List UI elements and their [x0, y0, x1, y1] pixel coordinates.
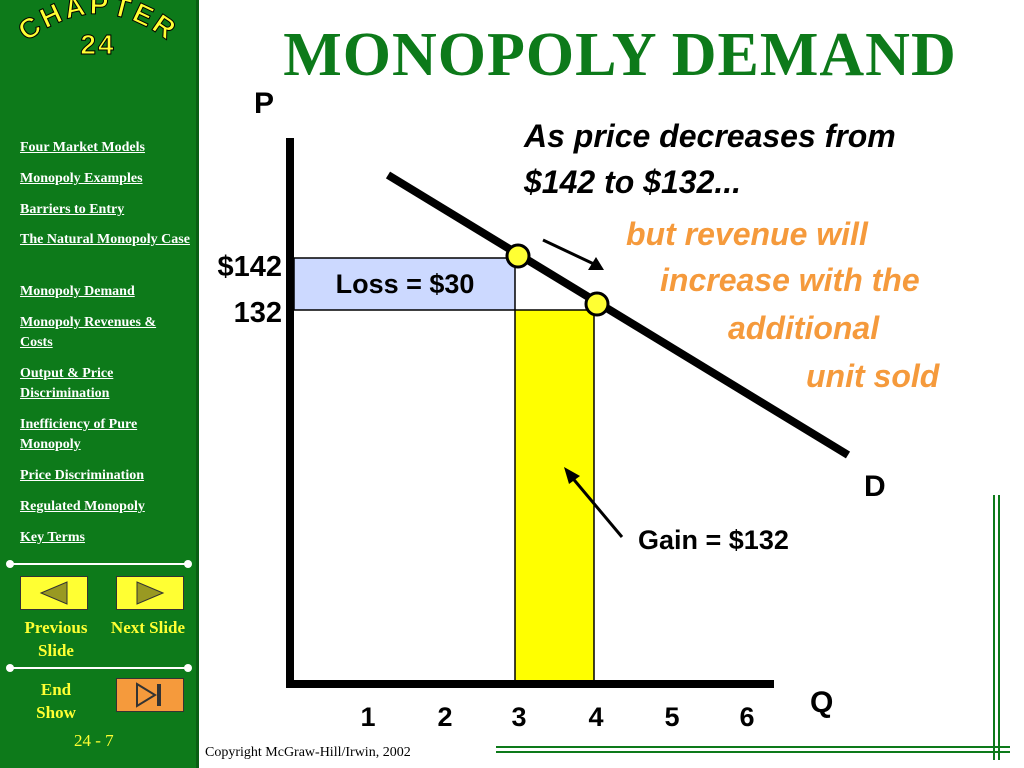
nav-link[interactable]: Monopoly Revenues & Costs: [20, 315, 157, 350]
x-tick-label: 5: [664, 702, 680, 732]
slide-title: MONOPOLY DEMAND: [283, 21, 957, 89]
x-tick-label: 4: [588, 702, 604, 732]
sidebar-divider: [6, 560, 192, 568]
previous-slide-label[interactable]: Previous Slide: [24, 618, 88, 660]
previous-slide-button[interactable]: [20, 576, 88, 610]
next-slide-label[interactable]: Next Slide: [110, 618, 186, 637]
loss-label: Loss = $30: [335, 268, 475, 299]
annotation-line: $142 to $132...: [524, 164, 742, 200]
x-tick-label: 1: [360, 702, 376, 732]
nav-link[interactable]: Barriers to Entry: [20, 202, 125, 217]
gain-area: [514, 309, 595, 685]
x-tick-label: 6: [739, 702, 755, 732]
y-axis-label: P: [254, 87, 275, 120]
chapter-badge: CHAPTER 24: [12, 0, 181, 61]
chapter-number: 24: [80, 29, 115, 60]
sidebar: CHAPTER 24 Four Market Models Monopoly Ex…: [0, 0, 199, 768]
x-tick-label: 3: [511, 702, 527, 732]
nav-link[interactable]: Price Discrimination: [20, 468, 145, 483]
annotation-line: increase with the: [660, 262, 920, 298]
nav-link[interactable]: Inefficiency of Pure Monopoly: [20, 417, 138, 452]
end-icon: [136, 682, 161, 708]
price-label-142: $142: [217, 251, 282, 283]
direction-arrowhead: [588, 257, 604, 270]
point-132: [584, 291, 610, 317]
gain-label: Gain = $132: [638, 525, 789, 555]
nav-link[interactable]: Monopoly Demand: [20, 284, 135, 299]
sidebar-divider: [6, 664, 192, 672]
copyright: Copyright McGraw-Hill/Irwin, 2002: [205, 745, 411, 760]
page-number: 24 - 7: [74, 731, 114, 750]
nav-link[interactable]: The Natural Monopoly Case: [20, 232, 190, 247]
nav-link[interactable]: Monopoly Examples: [20, 171, 143, 186]
next-slide-button[interactable]: [116, 576, 184, 610]
nav-link[interactable]: Key Terms: [20, 530, 85, 545]
gain-arrowhead: [564, 467, 580, 484]
gain-arrow: [568, 474, 624, 538]
nav-link[interactable]: Output & Price Discrimination: [20, 366, 114, 401]
nav-link[interactable]: Four Market Models: [20, 140, 145, 155]
annotation-line: unit sold: [806, 358, 940, 394]
demand-curve-label: D: [864, 470, 886, 503]
direction-arrow: [542, 238, 597, 267]
annotation-line: As price decreases from: [524, 118, 896, 154]
triangle-left-icon: [39, 581, 68, 605]
price-label-132: 132: [233, 297, 282, 329]
end-show-button[interactable]: [116, 678, 184, 712]
x-axis-label: Q: [810, 686, 834, 719]
annotation-line: additional: [728, 310, 880, 346]
nav-link[interactable]: Regulated Monopoly: [20, 499, 145, 514]
annotation-line: but revenue will: [626, 216, 868, 252]
x-tick-label: 2: [437, 702, 453, 732]
end-show-label[interactable]: End Show: [36, 680, 76, 722]
triangle-right-icon: [136, 581, 165, 605]
